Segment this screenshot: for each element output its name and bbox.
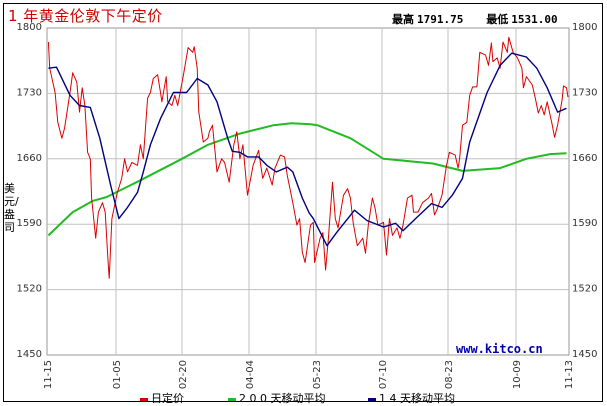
y-tick-label-right: 1660 [572,153,597,164]
x-tick-label: 04-04 [245,360,256,389]
y-tick-label-right: 1800 [572,22,597,33]
x-tick-label: 02-20 [178,360,189,389]
legend-label-ma200: 2 0 0 天移动平均 [239,392,326,405]
y-tick-label-left: 1520 [17,284,42,295]
high-label: 最高 [392,13,414,26]
legend-swatch-ma200 [228,397,236,401]
y-tick-label-right: 1730 [572,87,597,98]
y-tick-label-right: 1520 [572,284,597,295]
chart-border [3,3,603,402]
y-tick-label-left: 1800 [17,22,42,33]
legend-item-ma200: 2 0 0 天移动平均 [228,390,326,406]
y-axis-label: 美元/盎司 [4,182,19,234]
legend-label-ma14: 1 4 天移动平均 [379,392,455,405]
legend-swatch-ma14 [368,397,376,401]
x-tick-label: 10-09 [512,360,523,389]
watermark: www.kitco.cn [456,342,543,356]
x-tick-label: 11-15 [43,360,54,389]
plot-area [46,27,570,356]
x-tick-label: 11-13 [564,360,575,389]
legend-item-daily: 日定价 [140,390,184,406]
legend-label-daily: 日定价 [151,392,184,405]
x-tick-label: 01-05 [112,360,123,389]
legend-item-ma14: 1 4 天移动平均 [368,390,455,406]
x-tick-label: 08-23 [444,360,455,389]
y-tick-label-left: 1730 [17,87,42,98]
low-value: 1531.00 [511,13,558,26]
y-tick-label-left: 1660 [17,153,42,164]
y-tick-label-left: 1590 [17,218,42,229]
chart-title: 1 年黄金伦敦下午定价 [8,7,163,25]
legend: 日定价 2 0 0 天移动平均 1 4 天移动平均 [0,390,607,406]
low-label: 最低 [486,13,509,26]
legend-swatch-daily [140,397,148,401]
series-line-ma200 [47,122,567,237]
x-tick-label: 07-10 [378,360,389,389]
y-tick-label-right: 1450 [572,349,597,360]
y-tick-label-left: 1450 [17,349,42,360]
high-value: 1791.75 [417,13,464,26]
x-tick-label: 05-23 [312,360,323,389]
high-low-summary: 最高 1791.75 最低 1531.00 [392,11,561,27]
y-tick-label-right: 1590 [572,218,597,229]
